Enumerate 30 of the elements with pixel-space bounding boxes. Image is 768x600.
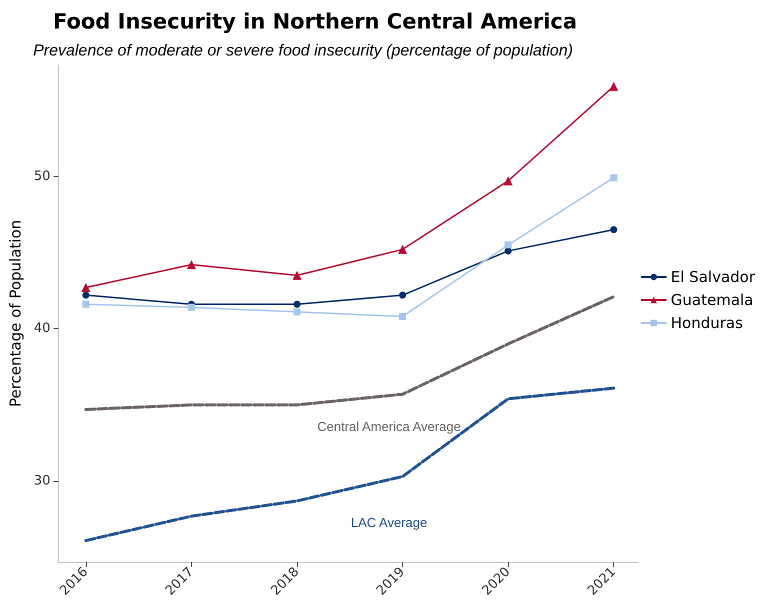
chart-subtitle: Prevalence of moderate or severe food insecurity (percentage of population): [33, 42, 573, 60]
point: [398, 244, 408, 254]
point: [610, 226, 618, 234]
point: [399, 292, 406, 299]
point: [504, 176, 513, 186]
point: [504, 247, 512, 254]
line-series: [84, 386, 616, 542]
y-tick-label: 30: [34, 474, 50, 489]
point: [609, 82, 618, 91]
point: [188, 304, 195, 311]
point: [294, 308, 301, 316]
point: [399, 312, 406, 320]
point: [82, 292, 90, 299]
y-axis-title: Percentage of Population: [6, 220, 24, 408]
point: [81, 283, 90, 292]
point: [186, 260, 196, 270]
y-tick-label: 50: [34, 168, 50, 184]
point: [82, 300, 90, 308]
series-label: Central America Average: [317, 418, 461, 434]
point: [294, 300, 301, 308]
line-series: [84, 295, 616, 411]
y-tick-label: 40: [34, 321, 50, 336]
point: [504, 241, 512, 248]
point: [610, 174, 618, 182]
legend-label: Guatemala: [670, 291, 754, 309]
chart-title: Food Insecurity in Northern Central America: [52, 10, 578, 34]
legend-label: El Salvador: [670, 268, 756, 286]
point: [292, 270, 302, 280]
series-label: LAC Average: [350, 514, 428, 530]
legend-label: Honduras: [670, 314, 744, 332]
